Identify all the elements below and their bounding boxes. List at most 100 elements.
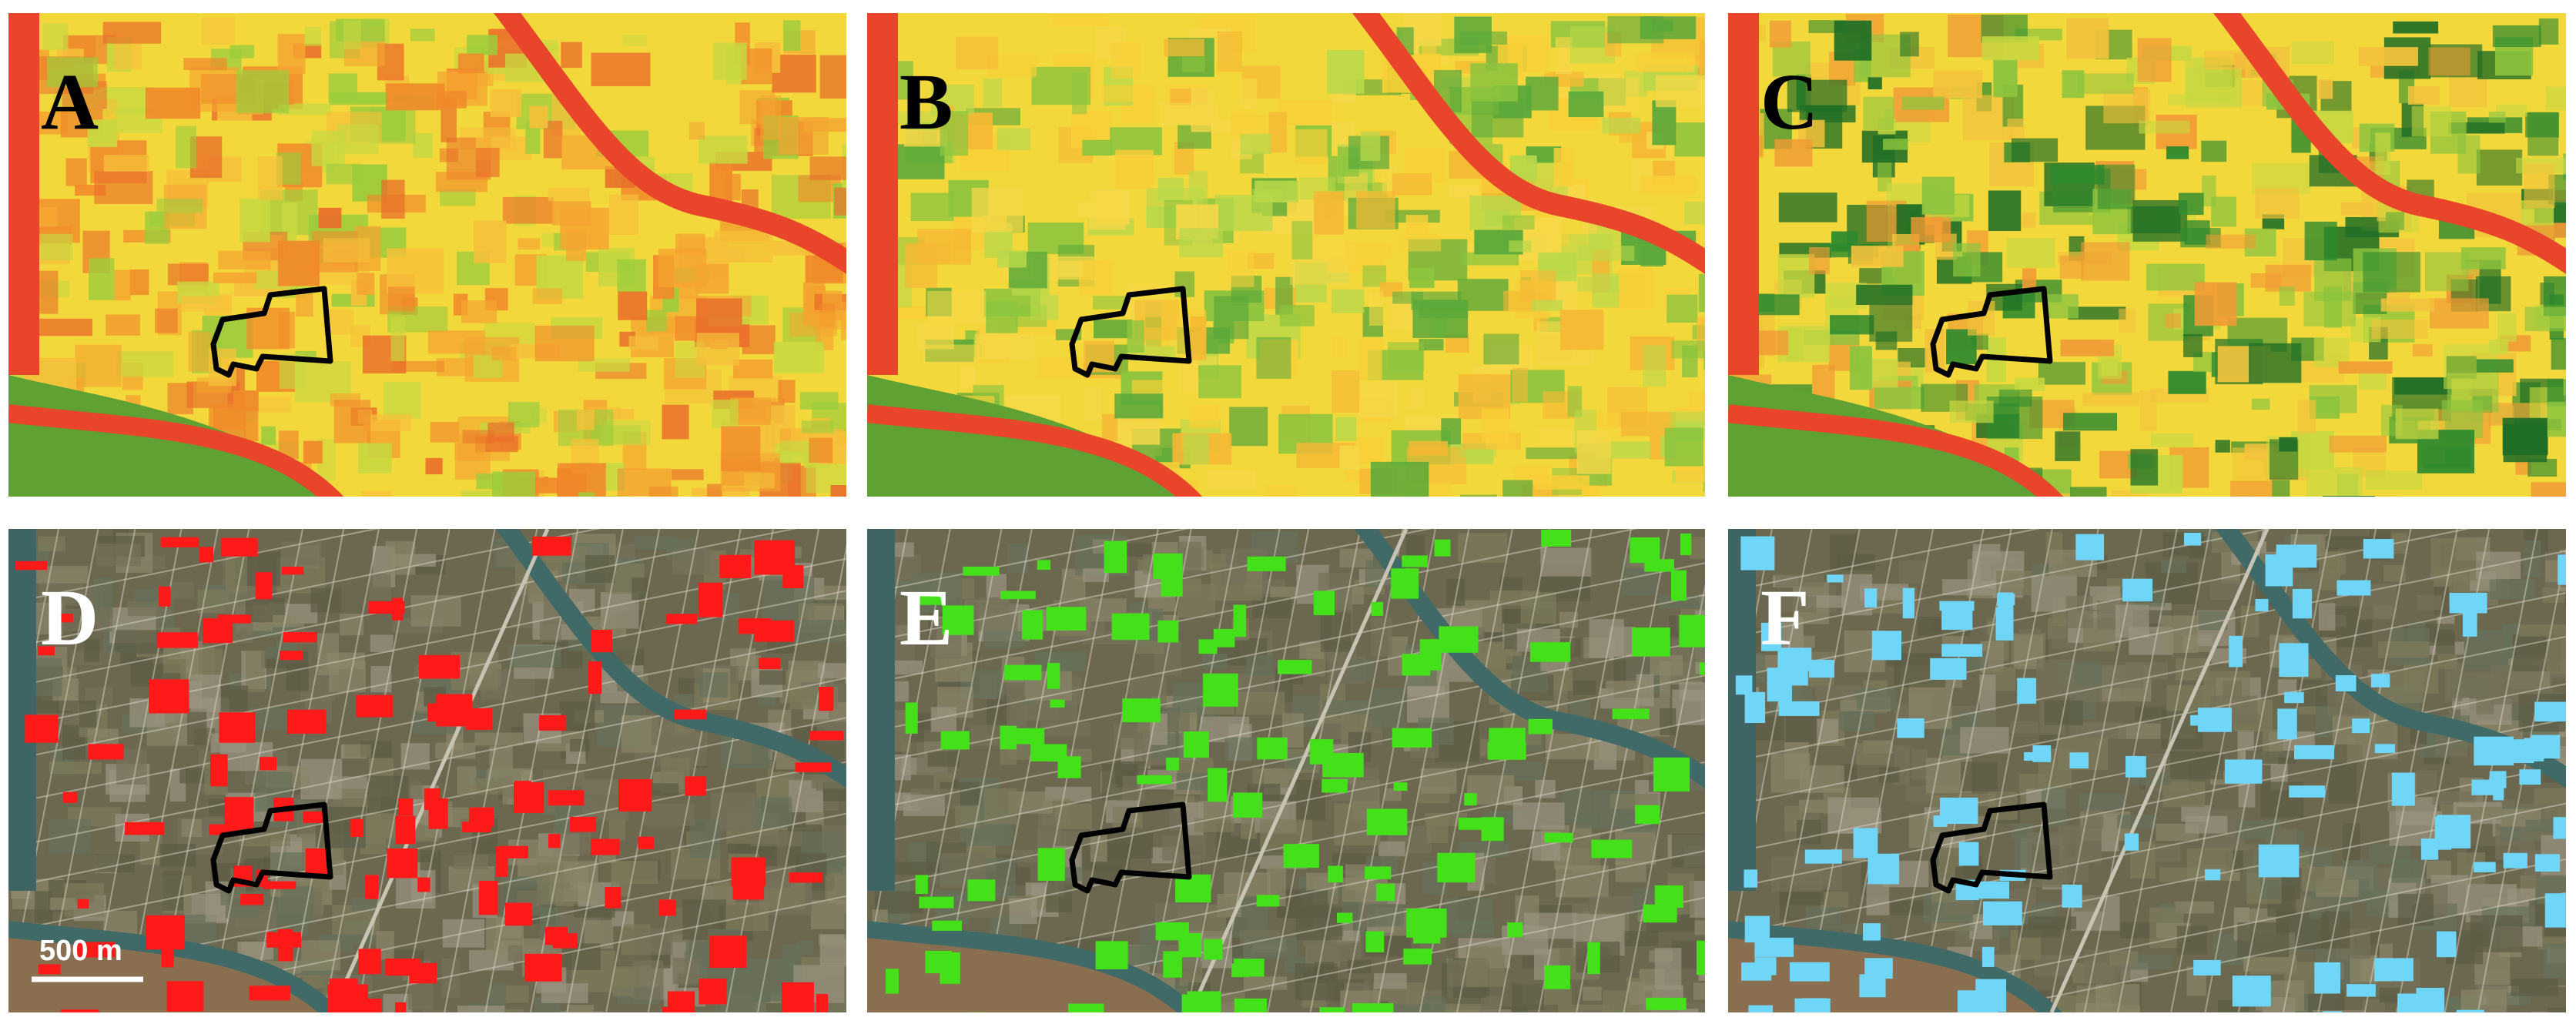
river-left — [867, 13, 898, 375]
classified-patch — [219, 712, 256, 743]
classified-patch — [2284, 691, 2304, 704]
field-patch — [721, 426, 761, 472]
field-patch — [154, 308, 178, 333]
classified-patch — [1402, 654, 1431, 676]
classified-patch — [1403, 949, 1432, 965]
classified-patch — [1203, 673, 1238, 707]
field — [1629, 981, 1646, 1005]
field-patch — [236, 70, 290, 114]
field-patch — [696, 333, 739, 366]
classified-patch — [2347, 984, 2376, 997]
classified-patch — [1208, 768, 1228, 802]
classified-patch — [2289, 785, 2326, 798]
field-patch — [326, 163, 360, 185]
field — [1034, 652, 1087, 671]
classified-patch — [940, 731, 970, 750]
field — [79, 700, 97, 728]
field-patch — [2050, 165, 2105, 185]
classified-patch — [591, 629, 612, 653]
highway — [1188, 529, 1409, 1012]
classified-patch — [1981, 946, 1995, 967]
field — [1512, 983, 1544, 1010]
field-patch — [1230, 110, 1255, 137]
field — [2489, 579, 2535, 600]
classified-patch — [731, 857, 766, 887]
field — [1295, 907, 1343, 941]
field-patch — [311, 130, 346, 166]
field-patch — [363, 414, 412, 432]
field — [2045, 1011, 2077, 1012]
classified-patch — [1122, 698, 1161, 723]
classified-patch — [2510, 741, 2544, 761]
field-patch — [834, 187, 846, 216]
classified-patch — [2193, 959, 2221, 976]
classified-patch — [2449, 593, 2487, 614]
field-patch — [461, 490, 515, 497]
field-patch — [323, 238, 370, 263]
field-patch — [351, 92, 389, 104]
classified-patch — [1784, 662, 1808, 686]
field-patch — [2062, 70, 2085, 99]
field — [369, 573, 391, 601]
field — [749, 797, 792, 828]
field — [1575, 812, 1599, 829]
classified-patch — [1958, 842, 1979, 866]
river-left — [8, 13, 39, 375]
field-patch — [1127, 320, 1144, 353]
field-patch — [1769, 20, 1791, 48]
classified-patch — [500, 845, 529, 858]
field-patch — [277, 240, 320, 286]
classified-patch — [1157, 620, 1179, 643]
classified-patch — [368, 601, 405, 614]
classified-patch — [1680, 533, 1692, 556]
classified-patch — [1941, 644, 1983, 657]
classified-patch — [1827, 574, 1844, 583]
field-patch — [1536, 427, 1573, 446]
classified-patch — [2279, 643, 2309, 678]
field-patch — [1339, 445, 1360, 470]
classified-patch — [2232, 975, 2271, 1007]
field-patch — [1100, 85, 1155, 102]
site-outline — [1069, 801, 1192, 894]
field-patch — [1441, 418, 1462, 445]
field — [1194, 818, 1234, 832]
field-patch — [2103, 89, 2151, 124]
field-patch — [1968, 300, 1995, 336]
classified-patch — [2519, 769, 2541, 785]
field — [1202, 653, 1228, 669]
field — [2100, 664, 2144, 688]
field — [2109, 950, 2139, 966]
classified-patch — [1393, 782, 1408, 791]
classified-patch — [1321, 778, 1348, 793]
field — [2470, 915, 2523, 952]
field-patch — [88, 258, 115, 300]
field — [615, 966, 643, 988]
classified-patch — [1748, 1005, 1774, 1012]
field-patch — [1878, 159, 1892, 192]
field-patch — [2060, 340, 2114, 356]
field — [2169, 751, 2224, 780]
classified-patch — [1166, 757, 1179, 771]
classified-patch — [513, 782, 544, 813]
field-patch — [2127, 206, 2181, 234]
classified-patch — [588, 661, 602, 694]
field-patch — [2055, 431, 2081, 461]
classified-patch — [1853, 828, 1878, 858]
field-patch — [1519, 270, 1556, 302]
classified-patch — [1233, 959, 1265, 977]
field-patch — [927, 290, 987, 324]
field-patch — [2304, 221, 2337, 261]
classified-patch — [1406, 909, 1447, 938]
classified-patch — [1760, 622, 1782, 651]
panel-label: D — [41, 574, 99, 662]
field-patch — [1190, 316, 1207, 360]
classified-patch — [505, 902, 532, 926]
classified-patch — [2122, 578, 2153, 602]
field-patch — [1602, 117, 1640, 134]
field-patch — [1555, 37, 1573, 75]
field-patch — [1094, 320, 1132, 339]
field — [541, 983, 588, 1003]
classified-patch — [2420, 838, 2439, 860]
field-patch — [591, 52, 651, 86]
classified-patch — [125, 822, 165, 835]
